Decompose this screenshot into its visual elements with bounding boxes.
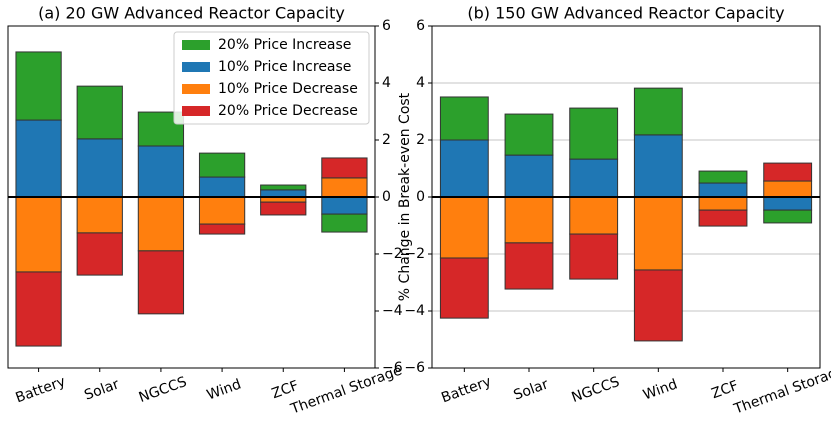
bar-segment — [76, 85, 123, 140]
bar-segment — [137, 145, 185, 198]
bar-segment — [439, 257, 489, 319]
bar-segment — [76, 232, 123, 276]
y-tick-label: 2 — [416, 132, 425, 148]
y-tick-label: 6 — [382, 18, 391, 34]
legend: 20% Price Increase 10% Price Increase 10% … — [173, 31, 370, 125]
legend-label: 10% Price Decrease — [218, 81, 358, 97]
bar-segment — [763, 209, 813, 224]
x-tick-label: Battery — [13, 374, 67, 407]
bar-segment — [504, 196, 554, 244]
bar-segment — [321, 213, 368, 233]
bar-segment — [137, 250, 185, 315]
y-axis-label: % Change in Break-even Cost — [397, 92, 413, 301]
bar-segment — [763, 162, 813, 182]
bar-segment — [439, 96, 489, 141]
bar-segment — [633, 269, 683, 342]
x-tick-label: Solar — [511, 376, 550, 403]
bar-segment — [15, 196, 62, 273]
legend-frame — [173, 31, 370, 125]
y-tick-label: −6 — [404, 360, 425, 376]
legend-swatch — [182, 40, 210, 50]
bar-segment — [698, 196, 748, 211]
bar-segment — [76, 138, 123, 198]
x-tick-label: ZCF — [270, 378, 301, 402]
bar-segment — [569, 158, 619, 198]
bar-segment — [633, 134, 683, 198]
chart-title: (a) 20 GW Advanced Reactor Capacity — [38, 4, 345, 23]
bar-segment — [321, 157, 368, 179]
bar-segment — [321, 196, 368, 215]
bar-segment — [137, 196, 185, 252]
x-tick-label: ZCF — [709, 378, 740, 402]
bar-segment — [763, 196, 813, 211]
bar-segment — [569, 196, 619, 235]
y-tick-label: −4 — [382, 303, 403, 319]
x-tick-label: Solar — [82, 376, 121, 403]
bar-segment — [15, 51, 62, 121]
bar-segment — [198, 223, 246, 235]
x-tick-label: Wind — [205, 376, 244, 403]
bar-segment — [504, 113, 554, 156]
bar-segment — [198, 176, 246, 198]
bar-segment — [504, 154, 554, 198]
bar-segment — [321, 177, 368, 198]
bar-segment — [698, 170, 748, 184]
legend-swatch — [182, 106, 210, 116]
x-tick-label: NGCCS — [570, 374, 622, 406]
bar-segment — [439, 196, 489, 259]
y-tick-label: 4 — [382, 75, 391, 91]
legend-swatch — [182, 62, 210, 72]
legend-label: 20% Price Increase — [218, 37, 351, 53]
bar-segment — [698, 182, 748, 198]
x-tick-label: Thermal Storage — [731, 362, 831, 417]
bar-segment — [763, 180, 813, 198]
bar-segment — [198, 152, 246, 178]
bar-segment — [569, 233, 619, 280]
bar-segment — [15, 271, 62, 347]
y-tick-label: −4 — [404, 303, 425, 319]
bar-segment — [698, 209, 748, 227]
legend-swatch — [182, 84, 210, 94]
bar-segment — [15, 119, 62, 198]
y-tick-label: 4 — [416, 75, 425, 91]
y-tick-label: 0 — [382, 189, 391, 205]
bar-segment — [569, 107, 619, 160]
y-tick-label: −2 — [382, 246, 403, 262]
bar-segment — [633, 196, 683, 271]
bar-segment — [260, 184, 307, 191]
bar-segment — [76, 196, 123, 234]
legend-label: 10% Price Increase — [218, 59, 351, 75]
x-tick-label: Wind — [641, 376, 680, 403]
x-tick-label: Battery — [439, 374, 493, 407]
y-tick-label: −6 — [382, 360, 403, 376]
y-tick-label: 0 — [416, 189, 425, 205]
chart-title: (b) 150 GW Advanced Reactor Capacity — [467, 4, 784, 23]
bar-segment — [504, 242, 554, 290]
y-tick-label: 6 — [416, 18, 425, 34]
bar-segment — [439, 139, 489, 198]
bar-segment — [260, 189, 307, 198]
bar-segment — [198, 196, 246, 225]
bar-segment — [260, 201, 307, 216]
y-tick-label: −2 — [404, 246, 425, 262]
bar-segment — [633, 87, 683, 136]
y-tick-label: 2 — [382, 132, 391, 148]
x-tick-label: NGCCS — [137, 374, 189, 406]
legend-label: 20% Price Decrease — [218, 103, 358, 119]
